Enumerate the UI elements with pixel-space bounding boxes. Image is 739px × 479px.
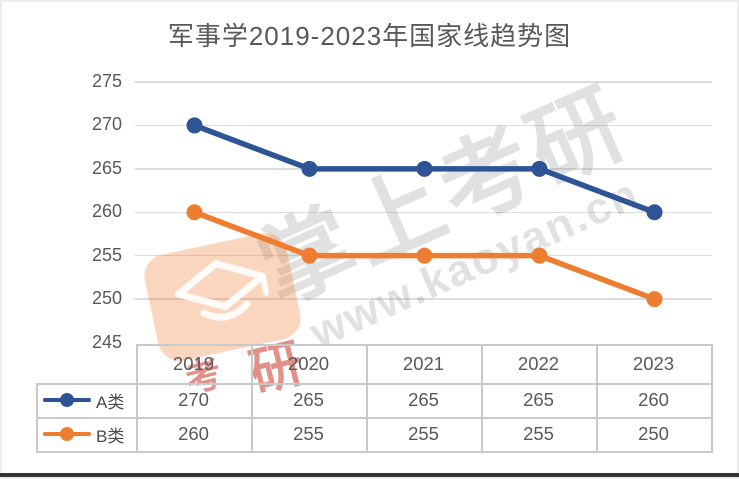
data-point (186, 117, 203, 134)
legend-key: A类 (38, 383, 136, 417)
table-value-cell: 265 (523, 389, 554, 410)
table-border-line (251, 344, 253, 451)
table-header-cell: 2019 (172, 352, 215, 374)
legend-marker-dot (60, 427, 74, 441)
legend-label: B类 (96, 426, 125, 446)
y-axis-label: 265 (91, 157, 122, 178)
data-point (646, 204, 663, 221)
y-axis-label: 260 (91, 201, 122, 222)
legend-label: A类 (96, 392, 125, 412)
y-axis-label: 245 (91, 331, 122, 352)
bottom-border (0, 473, 739, 477)
table-value-cell: 270 (178, 389, 209, 410)
table-border-line (36, 383, 713, 385)
table-border-line (36, 451, 713, 453)
legend-marker (43, 427, 91, 441)
data-point (186, 204, 203, 221)
table-value-cell: 260 (178, 423, 209, 444)
y-axis-label: 255 (91, 244, 122, 265)
data-point (301, 247, 318, 264)
data-point (646, 291, 663, 308)
table-value-cell: 255 (523, 423, 554, 444)
table-value-cell: 255 (408, 423, 439, 444)
table-value-cell: 255 (293, 423, 324, 444)
legend-marker (43, 393, 91, 407)
data-point (531, 247, 548, 264)
table-value-cell: 260 (638, 389, 669, 410)
table-header-cell: 2023 (632, 352, 675, 374)
table-border-line (36, 383, 38, 451)
chart-title: 军事学2019-2023年国家线趋势图 (167, 21, 572, 51)
data-point (416, 160, 433, 177)
gridline (135, 124, 712, 127)
y-axis-label: 250 (91, 288, 122, 309)
table-border-line (136, 344, 138, 451)
gridline (135, 81, 712, 83)
table-header-cell: 2020 (287, 352, 330, 374)
table-border-line (136, 344, 713, 346)
data-point (416, 247, 433, 264)
table-value-cell: 265 (293, 389, 324, 410)
table-border-line (711, 344, 713, 451)
table-value-cell: 250 (638, 423, 669, 444)
table-border-line (36, 417, 713, 419)
table-header-cell: 2022 (517, 352, 560, 374)
gridline (135, 211, 712, 213)
legend-key: B类 (38, 417, 136, 451)
y-axis-label: 270 (91, 114, 122, 135)
table-border-line (596, 344, 598, 451)
table-header-cell: 2021 (402, 352, 445, 374)
table-border-line (366, 344, 368, 451)
gridline (135, 298, 712, 300)
table-value-cell: 265 (408, 389, 439, 410)
data-point (531, 160, 548, 177)
legend-marker-dot (60, 393, 74, 407)
y-axis-label: 275 (91, 71, 122, 91)
table-border-line (481, 344, 483, 451)
data-point (301, 160, 318, 177)
